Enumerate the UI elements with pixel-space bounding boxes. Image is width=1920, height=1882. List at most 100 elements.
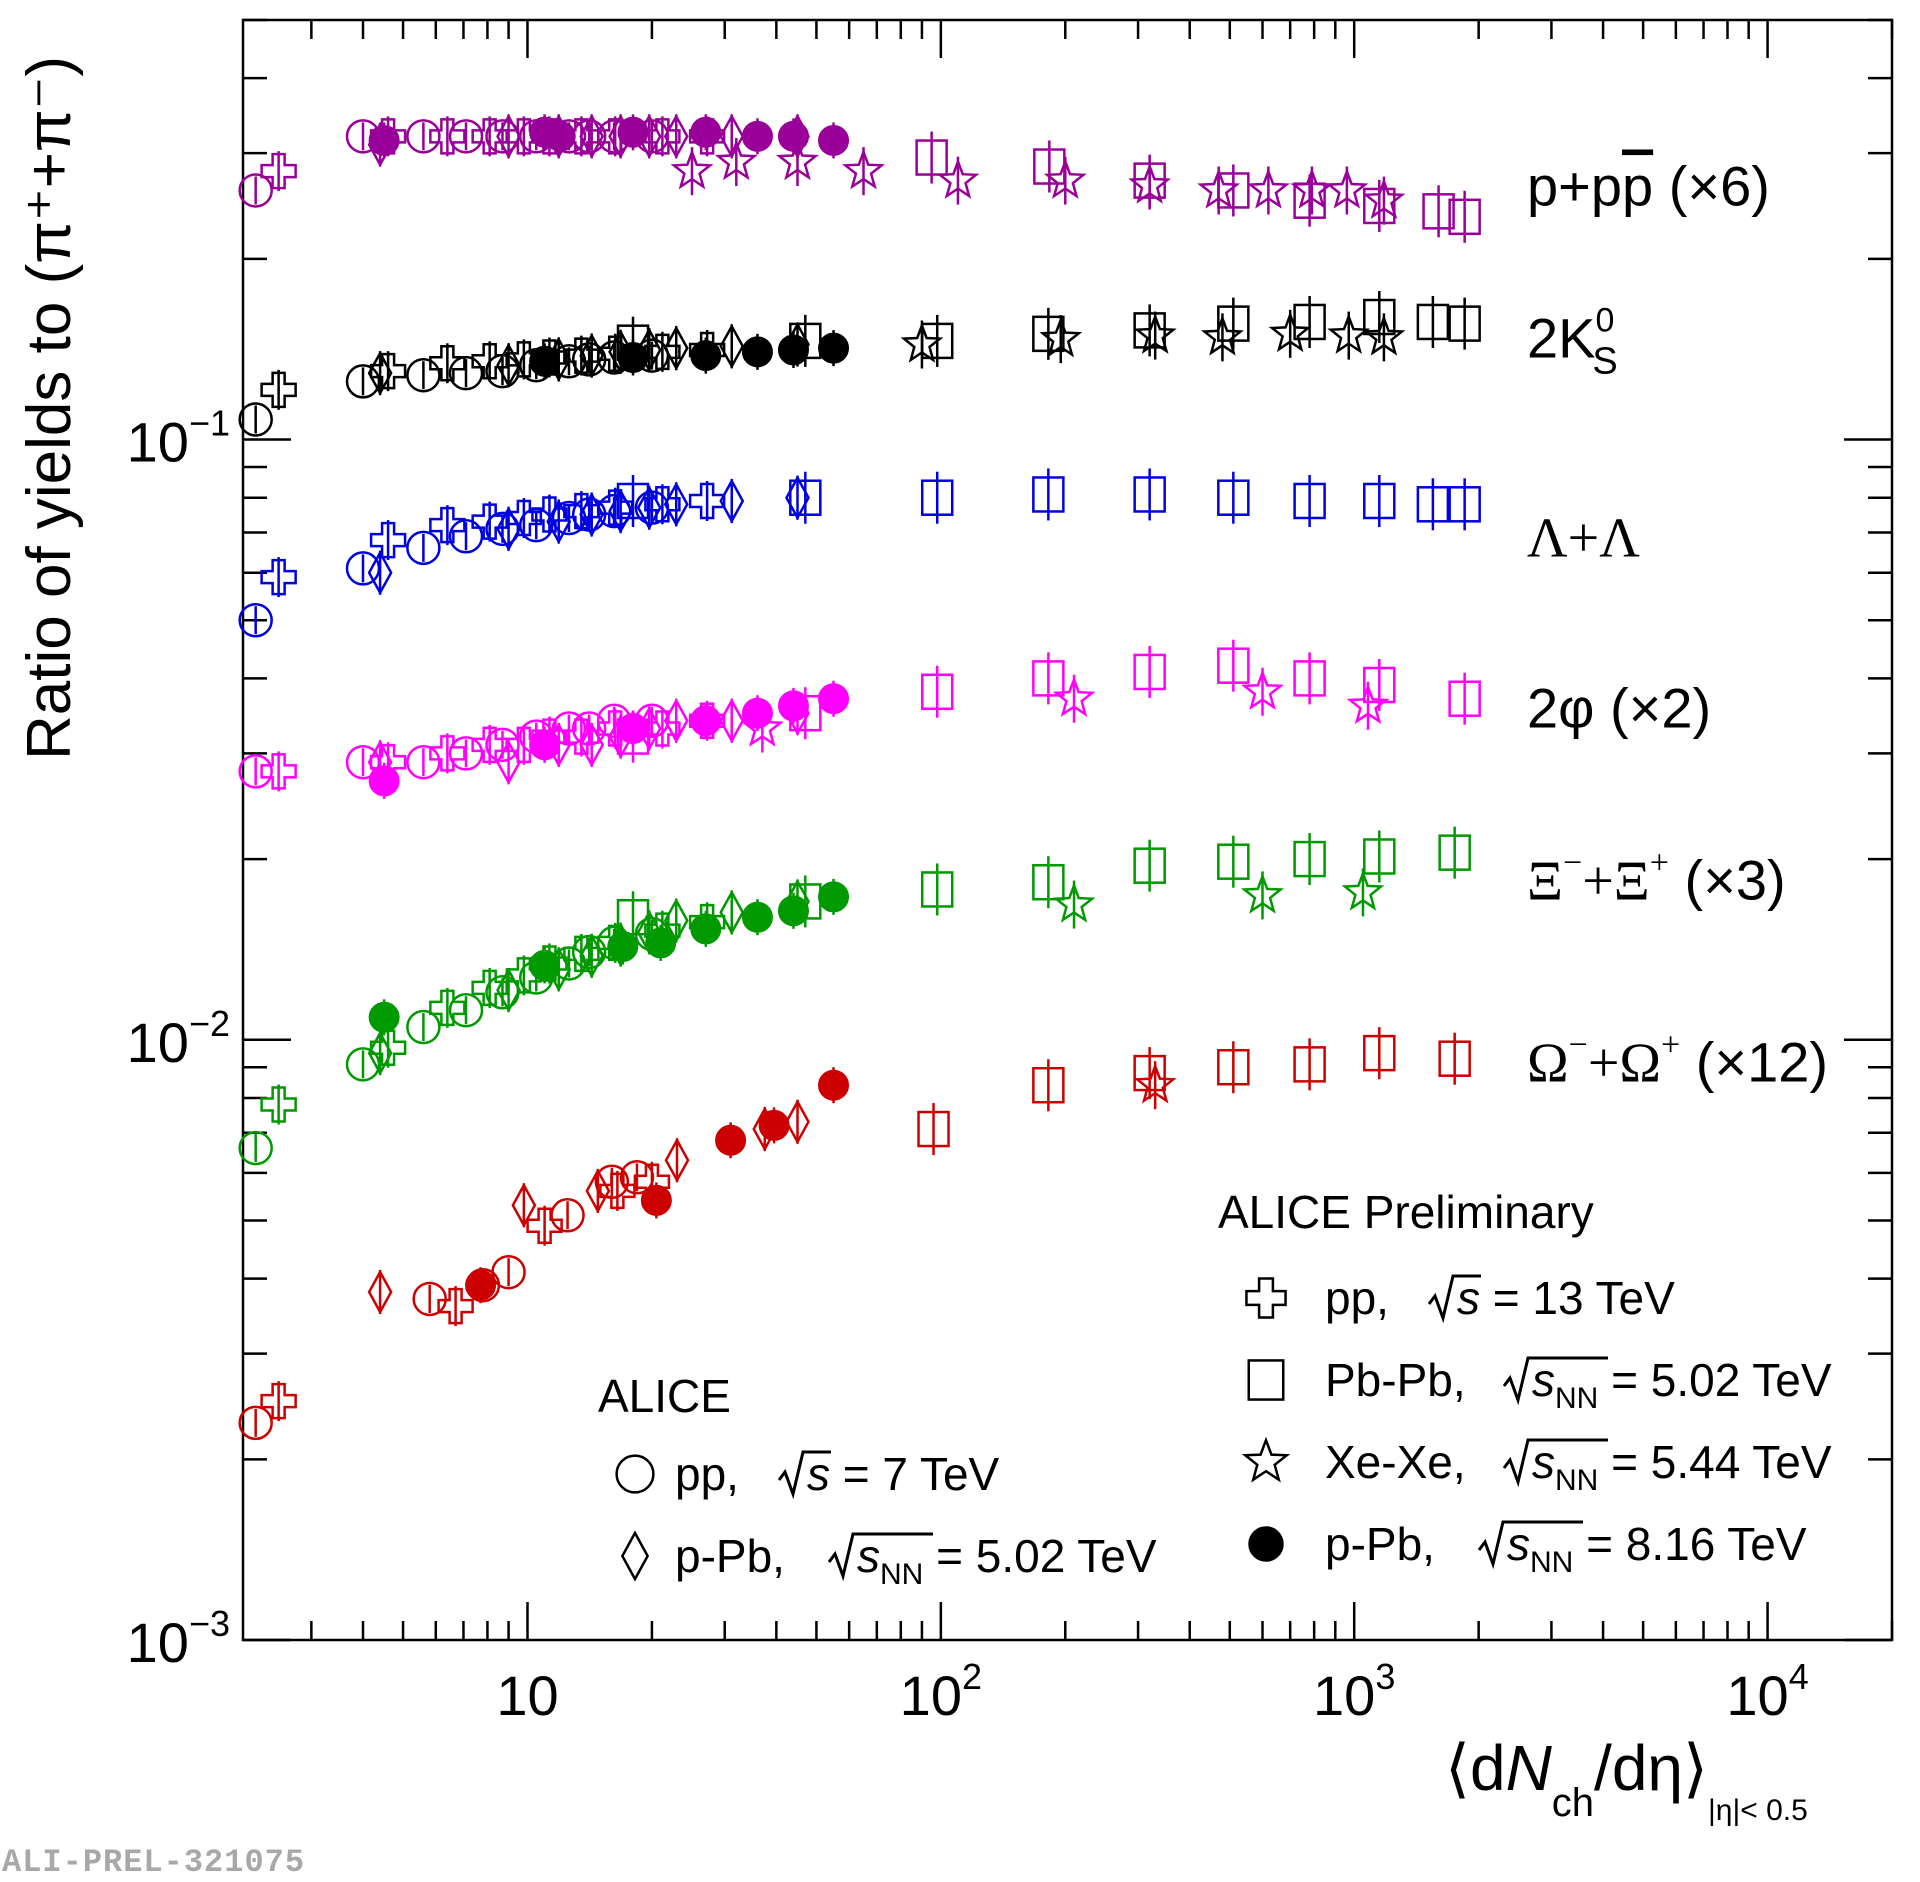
pbpb-point	[1438, 834, 1471, 871]
pbpb-point	[1448, 680, 1481, 717]
ppb502-point	[663, 325, 689, 371]
xexe-point	[936, 158, 980, 199]
ppb502-point	[579, 722, 605, 768]
pp7-point	[406, 744, 441, 780]
y-tick-label: 10−1	[127, 403, 230, 474]
xexe-point	[1128, 162, 1172, 204]
pp7-point	[596, 493, 632, 529]
ppb502-point	[579, 491, 605, 538]
xexe-point	[900, 321, 944, 363]
pp7-point	[571, 342, 607, 377]
ppb816-point	[529, 949, 561, 981]
ppb502-point	[546, 498, 572, 545]
pbpb-point	[917, 1110, 950, 1148]
series-labels: p+pp (×6) 2K0 S Λ+Λ 2φ (×2) Ξ−+Ξ+ (×3) Ω−+Ω+ (…	[1527, 154, 1828, 1094]
pp13-point	[688, 482, 726, 520]
xexe-point	[1240, 669, 1285, 710]
x-tick-label: 102	[900, 1656, 982, 1727]
series-label: 2φ (×2)	[1527, 676, 1711, 739]
ppb502-point	[719, 889, 745, 936]
pbpb-point	[1448, 198, 1481, 236]
pbpb-point	[1363, 666, 1396, 704]
ppb816-point	[645, 927, 677, 959]
ppb502-point	[579, 332, 605, 379]
legend-marker	[1248, 1526, 1284, 1562]
pbpb-point	[1133, 847, 1166, 884]
pbpb-point	[1422, 193, 1455, 230]
ppb502-point	[511, 1182, 537, 1228]
data-points	[238, 113, 1481, 1441]
pbpb-point	[1032, 476, 1065, 513]
pp7-point	[238, 754, 273, 789]
pp13-point	[260, 371, 297, 409]
ppb502-point	[496, 342, 522, 388]
pbpb-point	[1217, 843, 1250, 880]
ppb816-point	[617, 116, 649, 148]
xexe-point	[1133, 313, 1177, 354]
pp7-point	[448, 519, 484, 554]
ppb502-point	[367, 350, 393, 396]
xexe-point	[841, 148, 886, 190]
pbpb-point	[1133, 476, 1166, 513]
ppb502-point	[496, 506, 522, 552]
pp13-point	[369, 521, 407, 559]
ppb502-point	[367, 1269, 393, 1315]
pbpb-point	[1416, 486, 1450, 523]
pp13-point	[260, 558, 297, 596]
ppb816-point	[529, 345, 561, 377]
x-tick-label: 10	[496, 1664, 558, 1727]
sqrt-symbol	[1427, 1274, 1481, 1324]
ppb816-point	[818, 683, 850, 715]
pbpb-point	[789, 479, 822, 516]
pp7-point	[238, 173, 273, 208]
ppb816-point	[368, 1001, 400, 1033]
xexe-point	[1325, 167, 1369, 209]
ppb816-point	[368, 765, 400, 797]
legend-marker	[1245, 1277, 1287, 1319]
ppb816-point	[741, 120, 773, 152]
ppb816-point	[690, 340, 722, 372]
ppb502-point	[579, 933, 605, 979]
series-label: Ξ−+Ξ+ (×3)	[1527, 844, 1786, 912]
legend-label: p-Pb,	[675, 1530, 785, 1582]
ppb502-point	[785, 1099, 810, 1145]
ppb816-point	[465, 1269, 497, 1301]
sqrt-symbol	[777, 1450, 831, 1500]
xexe-point	[1052, 881, 1096, 923]
xexe-point	[1052, 676, 1096, 717]
pp7-point	[491, 1254, 526, 1290]
pp13-point	[505, 726, 543, 764]
pp7-point	[238, 1405, 273, 1441]
pbpb-point	[1032, 660, 1065, 697]
pp13-point	[260, 753, 297, 790]
pbpb-point	[1293, 1046, 1326, 1083]
pp7-point	[238, 402, 273, 437]
y-axis-title: Ratio of yields to (π⁺+π⁻)	[15, 56, 84, 760]
pbpb-point	[1217, 647, 1250, 684]
ppb816-point	[741, 901, 773, 933]
ppb816-point	[777, 120, 809, 152]
ppb816-point	[690, 913, 722, 945]
ppb816-point	[741, 336, 773, 368]
xexe-point	[714, 139, 758, 181]
pbpb-point	[920, 871, 954, 908]
ppb502-point	[719, 323, 745, 369]
pp7-point	[485, 727, 520, 763]
series-label: Ω−+Ω+ (×12)	[1527, 1027, 1828, 1095]
ppb816-point	[607, 931, 639, 963]
legend-energy: s = 13 TeV	[1457, 1272, 1675, 1324]
pp13-point	[471, 118, 508, 155]
pbpb-point	[1293, 840, 1326, 878]
ppb502-point	[664, 1137, 690, 1183]
xexe-point	[776, 139, 819, 181]
pp13-point	[429, 118, 466, 155]
legend-marker	[1241, 1436, 1291, 1483]
ppb816-point	[715, 1124, 747, 1156]
pbpb-point	[1448, 305, 1481, 342]
legend-label: Pb-Pb,	[1325, 1354, 1466, 1406]
xexe-point	[670, 148, 714, 190]
ppb502-point	[496, 967, 522, 1013]
ppb502-point	[663, 897, 689, 944]
ppb816-point	[640, 1184, 672, 1216]
xexe-point	[1327, 313, 1371, 354]
